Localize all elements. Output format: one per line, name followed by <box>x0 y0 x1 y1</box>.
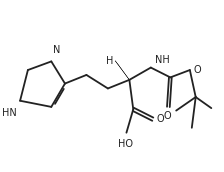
Text: N: N <box>53 45 60 55</box>
Text: HO: HO <box>118 139 133 149</box>
Text: O: O <box>193 65 201 75</box>
Text: O: O <box>156 114 164 124</box>
Text: HN: HN <box>2 108 17 118</box>
Text: O: O <box>164 111 171 121</box>
Polygon shape <box>115 61 129 80</box>
Text: NH: NH <box>155 55 170 65</box>
Text: H: H <box>106 56 113 66</box>
